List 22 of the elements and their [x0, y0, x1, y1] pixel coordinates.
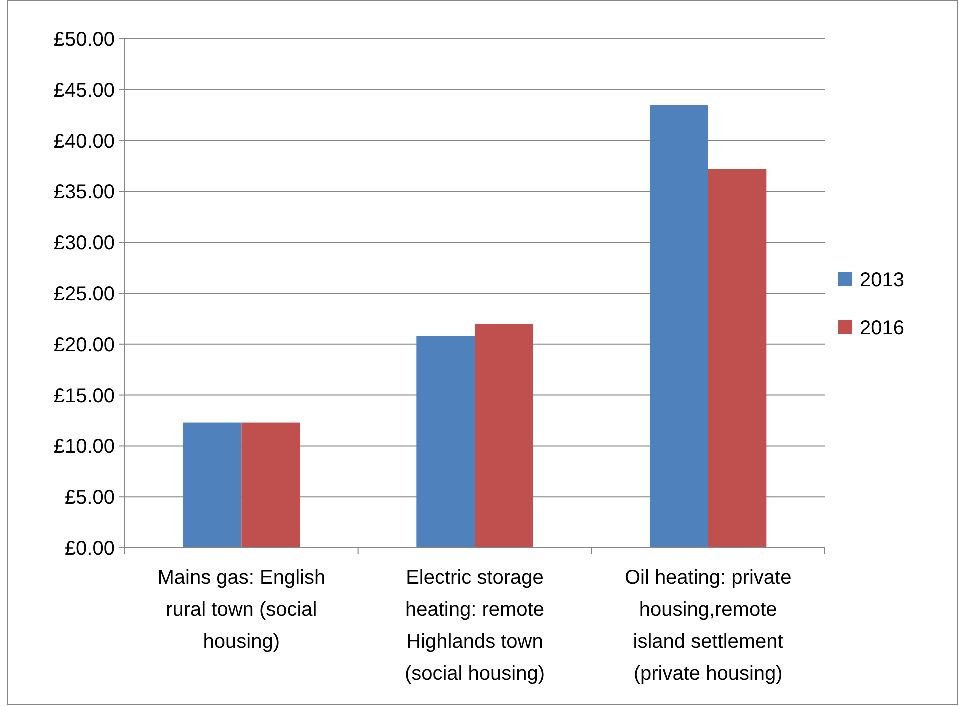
y-tick-label: £0.00: [64, 538, 115, 560]
bar: [416, 336, 475, 548]
y-tick-label: £30.00: [54, 232, 115, 255]
bar: [183, 422, 242, 548]
bar: [242, 422, 300, 548]
y-tick-label: £35.00: [54, 182, 115, 204]
y-tick-label: £20.00: [54, 334, 115, 356]
legend-label: 2016: [860, 318, 904, 340]
legend-label: 2013: [860, 270, 904, 292]
y-tick-label: £40.00: [54, 130, 115, 153]
y-tick-label: £25.00: [54, 284, 115, 306]
bar: [650, 105, 708, 548]
y-tick-label: £5.00: [64, 487, 115, 510]
y-tick-label: £15.00: [54, 385, 115, 408]
y-tick-label: £50.00: [54, 29, 115, 51]
y-tick-label: £10.00: [54, 436, 115, 458]
bar: [708, 169, 767, 548]
x-tick-label: Oil heating: private housing,remote island settlement (private housing): [624, 567, 792, 685]
x-tick-label: Electric storage heating: remote Highlands town (social housing): [404, 567, 546, 685]
y-tick-label: £45.00: [54, 80, 115, 102]
bar: [475, 324, 534, 548]
x-tick-label: Mains gas: English rural town (social housing): [158, 567, 326, 653]
